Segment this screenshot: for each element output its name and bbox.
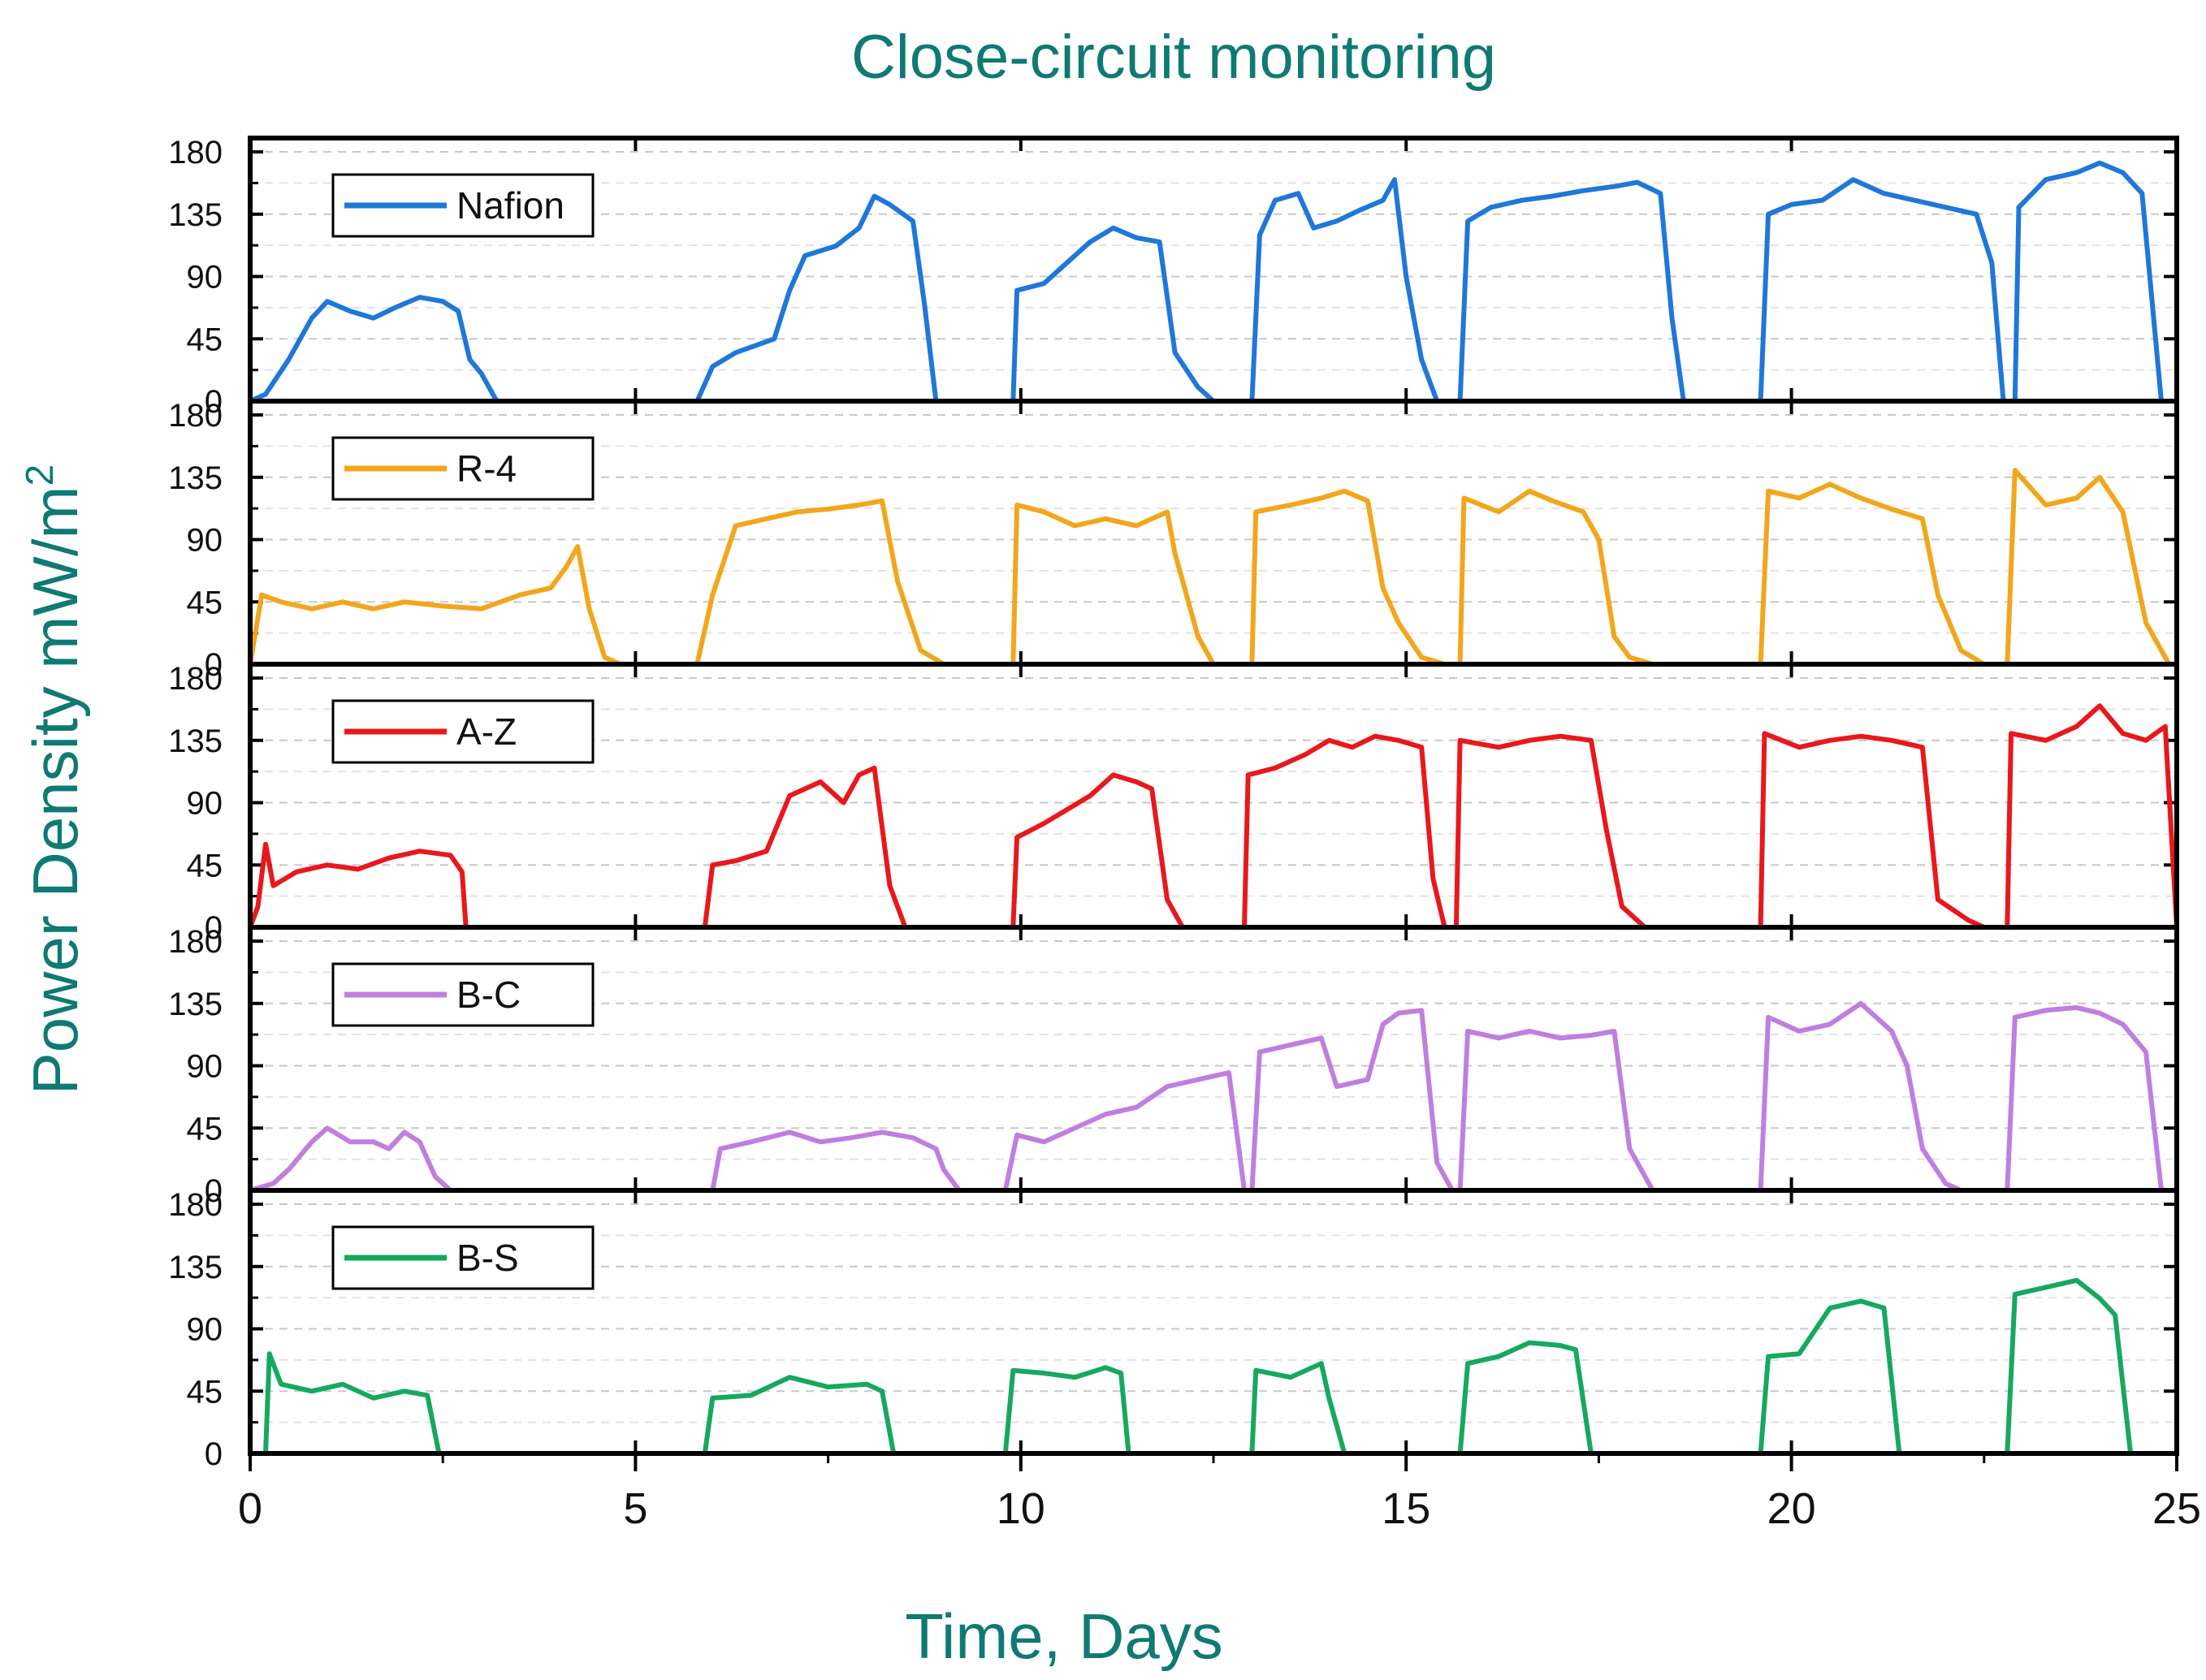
y-tick-label: 180 [168, 135, 223, 171]
y-tick-label: 0 [205, 384, 223, 420]
y-axis-title-text: Power Density mW/m [19, 486, 91, 1095]
y-tick-label: 90 [187, 1312, 223, 1348]
y-tick-label: 90 [187, 523, 223, 559]
y-tick-label: 90 [187, 260, 223, 296]
legend-r-4: R-4 [331, 436, 595, 501]
y-tick-label: 45 [187, 585, 223, 620]
panel-nafion: 0 45 90 135 180 Nafion [168, 135, 2179, 420]
series-line-b-s [263, 1277, 2134, 1456]
panel-b-s: 0 45 90 135 180 B-S [168, 1187, 2179, 1472]
panel-b-c: 0 45 90 135 180 B-C [168, 924, 2179, 1209]
legend-label: Nafion [456, 184, 564, 227]
legend-label: A-Z [456, 710, 517, 753]
panel-a-z: 0 45 90 135 180 A-Z [168, 661, 2179, 946]
y-tick-label: 180 [168, 1187, 223, 1223]
y-tick-label: 135 [168, 987, 223, 1022]
chart-title: Close-circuit monitoring [851, 23, 1496, 92]
legend-label: R-4 [456, 447, 517, 490]
y-tick-label: 0 [205, 1173, 223, 1209]
y-tick-label: 180 [168, 924, 223, 960]
legend-b-s: B-S [331, 1225, 595, 1290]
y-tick-label: 135 [168, 460, 223, 496]
y-tick-label: 0 [205, 647, 223, 683]
legend-b-c: B-C [331, 962, 595, 1027]
panels: 0 45 90 135 180 Nafion 0 45 90 135 180 R-4 0 45 90 135 1… [168, 135, 2179, 1472]
x-tick-label: 20 [1767, 1484, 1816, 1533]
series-line-r-4 [248, 468, 2177, 667]
y-tick-label: 45 [187, 1111, 223, 1147]
panel-r-4: 0 45 90 135 180 R-4 [168, 398, 2179, 683]
y-tick-label: 45 [187, 1374, 223, 1410]
y-tick-label: 45 [187, 322, 223, 357]
legend-label: B-C [456, 974, 521, 1016]
x-tick-label: 25 [2152, 1484, 2201, 1533]
x-tick-label: 10 [997, 1484, 1045, 1533]
y-tick-label: 135 [168, 1250, 223, 1285]
y-tick-label: 90 [187, 786, 223, 822]
x-tick-label: 0 [238, 1484, 262, 1533]
y-tick-label: 135 [168, 723, 223, 759]
y-tick-label: 0 [205, 1436, 223, 1472]
legend-nafion: Nafion [331, 173, 595, 238]
y-tick-label: 135 [168, 197, 223, 233]
x-tick-label: 15 [1382, 1484, 1430, 1533]
y-axis-title: Power Density mW/m2 [19, 464, 91, 1095]
legend-a-z: A-Z [331, 699, 595, 764]
y-tick-label: 90 [187, 1049, 223, 1085]
x-axis-title: Time, Days [905, 1600, 1223, 1672]
x-axis-ticks: 0 5 10 15 20 25 [238, 1453, 2201, 1533]
legend-label: B-S [456, 1237, 519, 1279]
y-tick-label: 45 [187, 848, 223, 883]
y-tick-label: 180 [168, 661, 223, 697]
y-tick-label: 180 [168, 398, 223, 434]
y-tick-label: 0 [205, 910, 223, 946]
x-tick-label: 5 [623, 1484, 647, 1533]
y-axis-title-superscript: 2 [19, 464, 62, 486]
